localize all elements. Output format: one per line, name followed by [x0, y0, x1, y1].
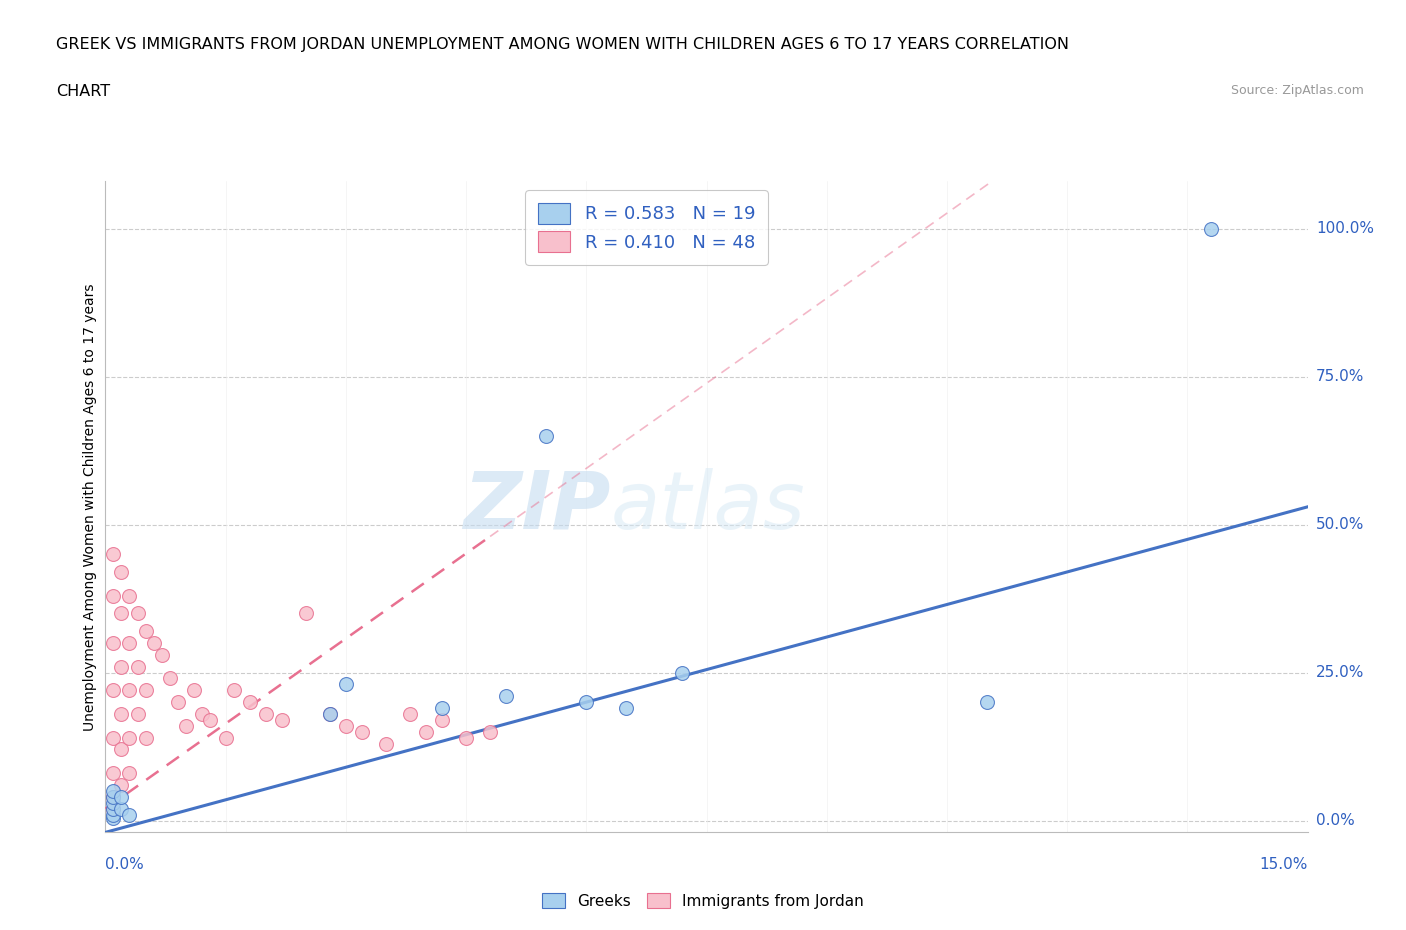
Point [135, 624, 157, 639]
Point [118, 807, 141, 822]
Point [103, 547, 125, 562]
Point [103, 683, 125, 698]
Point [335, 677, 357, 692]
Y-axis label: Unemployment Among Women with Children Ages 6 to 17 years: Unemployment Among Women with Children A… [83, 283, 97, 731]
Legend: R = 0.583   N = 19, R = 0.410   N = 48: R = 0.583 N = 19, R = 0.410 N = 48 [524, 191, 768, 265]
Text: 75.0%: 75.0% [1316, 369, 1364, 384]
Point [103, 783, 125, 798]
Point [110, 802, 132, 817]
Point [454, 730, 477, 745]
Point [430, 712, 453, 727]
Point [1201, 221, 1223, 236]
Point [166, 695, 188, 710]
Point [190, 707, 212, 722]
Point [103, 588, 125, 603]
Point [118, 683, 141, 698]
Point [103, 802, 125, 817]
Point [534, 429, 557, 444]
Point [976, 695, 998, 710]
Text: 0.0%: 0.0% [1316, 813, 1354, 828]
Point [575, 695, 598, 710]
Point [374, 737, 398, 751]
Text: ZIP: ZIP [463, 468, 610, 546]
Point [103, 807, 125, 822]
Point [103, 810, 125, 825]
Point [254, 707, 277, 722]
Point [479, 724, 502, 739]
Point [239, 695, 262, 710]
Text: GREEK VS IMMIGRANTS FROM JORDAN UNEMPLOYMENT AMONG WOMEN WITH CHILDREN AGES 6 TO: GREEK VS IMMIGRANTS FROM JORDAN UNEMPLOY… [56, 37, 1069, 52]
Text: 100.0%: 100.0% [1316, 221, 1374, 236]
Point [118, 765, 141, 780]
Point [127, 606, 149, 621]
Point [110, 707, 132, 722]
Legend: Greeks, Immigrants from Jordan: Greeks, Immigrants from Jordan [536, 886, 870, 915]
Point [270, 712, 292, 727]
Point [118, 730, 141, 745]
Point [214, 730, 236, 745]
Point [295, 606, 318, 621]
Point [110, 742, 132, 757]
Point [103, 730, 125, 745]
Point [183, 683, 205, 698]
Text: 15.0%: 15.0% [1260, 857, 1308, 872]
Point [174, 718, 197, 733]
Point [150, 647, 173, 662]
Point [103, 790, 125, 804]
Point [159, 671, 181, 686]
Point [110, 777, 132, 792]
Point [103, 802, 125, 817]
Point [103, 795, 125, 810]
Point [127, 707, 149, 722]
Point [335, 718, 357, 733]
Point [135, 683, 157, 698]
Point [118, 588, 141, 603]
Point [142, 635, 165, 650]
Point [110, 659, 132, 674]
Point [319, 707, 342, 722]
Point [135, 730, 157, 745]
Point [103, 635, 125, 650]
Point [495, 689, 517, 704]
Text: Source: ZipAtlas.com: Source: ZipAtlas.com [1230, 84, 1364, 97]
Point [616, 700, 638, 715]
Point [110, 565, 132, 579]
Text: 0.0%: 0.0% [105, 857, 145, 872]
Point [319, 707, 342, 722]
Point [430, 700, 453, 715]
Text: atlas: atlas [610, 468, 806, 546]
Point [110, 790, 132, 804]
Point [118, 635, 141, 650]
Point [103, 765, 125, 780]
Point [103, 790, 125, 804]
Point [127, 659, 149, 674]
Point [110, 606, 132, 621]
Point [415, 724, 437, 739]
Point [198, 712, 221, 727]
Text: CHART: CHART [56, 84, 110, 99]
Point [350, 724, 373, 739]
Point [222, 683, 245, 698]
Point [399, 707, 422, 722]
Text: 25.0%: 25.0% [1316, 665, 1364, 680]
Point [671, 665, 693, 680]
Text: 50.0%: 50.0% [1316, 517, 1364, 532]
